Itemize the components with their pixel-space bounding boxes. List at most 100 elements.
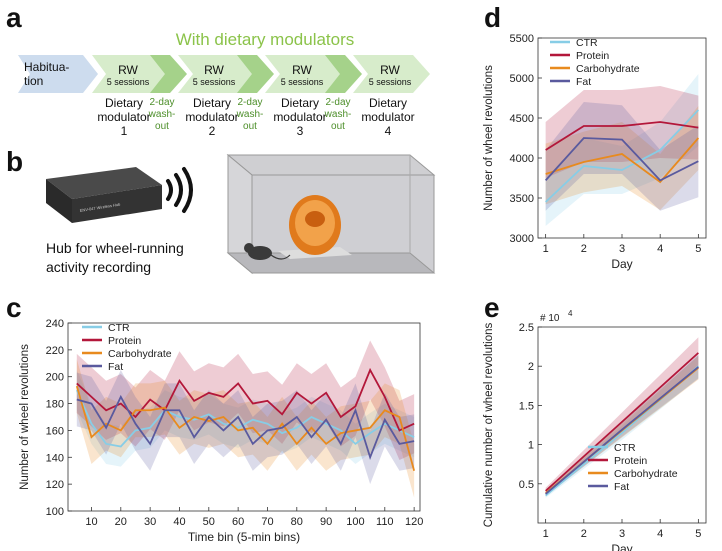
modulator-line: Dietary <box>104 96 143 110</box>
modulator-line: Dietary <box>280 96 319 110</box>
panel-letter-b: b <box>6 146 24 177</box>
plot-area <box>537 326 707 524</box>
washout-label-3: 2-day wash- out <box>320 97 356 133</box>
y-tick-label: 2.5 <box>519 322 534 334</box>
habituation-arrow <box>18 55 98 93</box>
y-tick-label: 100 <box>46 506 64 518</box>
x-tick-label: 1 <box>543 243 549 255</box>
legend-label-carbohydrate: Carbohydrate <box>576 63 640 75</box>
x-tick-label: 40 <box>173 516 185 528</box>
rw-title: RW <box>380 63 400 77</box>
rw-label-3: RW 5 sessions <box>272 63 332 88</box>
hub-caption-line2: activity recording <box>46 259 152 275</box>
series-line-fat <box>544 137 699 182</box>
washout-line: out <box>243 121 257 132</box>
x-tick-label: 60 <box>232 516 244 528</box>
legend-label-carbohydrate: Carbohydrate <box>108 348 172 360</box>
running-wheel <box>278 195 352 259</box>
chart-c: 10 20 30 40 50 60 70 80 90 100 110 120 100 120 140 160 1… <box>19 318 423 544</box>
rw-arrow-4 <box>353 55 430 93</box>
series-line-protein <box>545 352 699 492</box>
y-tick-label: 3500 <box>510 193 534 205</box>
x-axis-label: Day <box>611 257 632 271</box>
modulator-line: Dietary <box>192 96 231 110</box>
y-tick-label: 180 <box>46 399 64 411</box>
error-band-protein <box>545 337 699 494</box>
y-axis-label: Number of wheel revolutions <box>483 65 495 211</box>
habituation-label: Habitua- tion <box>24 60 88 88</box>
x-tick-label: 30 <box>144 516 156 528</box>
washout-line: out <box>155 121 169 132</box>
series-line-ctr <box>75 389 415 448</box>
wireless-signal-icon <box>166 167 193 213</box>
x-tick-label: 70 <box>261 516 273 528</box>
rw-arrow-1 <box>92 55 172 93</box>
error-band-protein <box>76 340 415 460</box>
x-tick-label: 5 <box>695 243 701 255</box>
y-tick-label: 5000 <box>510 73 534 85</box>
y-tick-label: 120 <box>46 479 64 491</box>
y-tick-label: 220 <box>46 345 64 357</box>
panel-letter-d: d <box>484 2 502 33</box>
series-line-ctr <box>545 109 700 203</box>
x-tick-label: 2 <box>581 528 587 540</box>
x-tick-label: 90 <box>320 516 332 528</box>
hub-caption: Hub for wheel-running activity recording <box>46 239 184 277</box>
mouse-icon <box>244 243 291 260</box>
y-tick-label: 1 <box>528 440 534 452</box>
rw-sessions: 5 sessions <box>280 77 324 87</box>
chart-e: 1 2 3 4 5 0.5 1 1.5 2 2.5 Day Cumulative number of … <box>483 309 707 551</box>
washout-label-1: 2-day wash- out <box>144 97 180 133</box>
x-tick-label: 110 <box>376 516 394 528</box>
y-tick-label: 140 <box>46 452 64 464</box>
x-tick-label: 120 <box>405 516 423 528</box>
modulator-line: modulator <box>361 110 415 124</box>
series-line-fat <box>545 366 699 495</box>
modulator-label-4: Dietary modulator 4 <box>356 96 420 138</box>
modulator-number: 4 <box>384 124 392 138</box>
y-tick-label: 200 <box>46 372 64 384</box>
y-tick-label: 4000 <box>510 153 534 165</box>
habituation-line2: tion <box>24 74 44 88</box>
washout-line: out <box>331 121 345 132</box>
rw-sessions: 5 sessions <box>368 77 412 87</box>
rw-title: RW <box>204 63 224 77</box>
legend-label-protein: Protein <box>614 455 647 467</box>
legend-label-protein: Protein <box>108 335 141 347</box>
y-tick-label: 1.5 <box>519 400 534 412</box>
washout-line: wash- <box>148 109 176 120</box>
y-exponent-label: # 10 <box>540 313 560 324</box>
legend-label-ctr: CTR <box>576 37 598 49</box>
panel-letter-e: e <box>484 292 500 323</box>
rw-title: RW <box>292 63 312 77</box>
chart-d: 1 2 3 4 5 3000 3500 4000 4500 5000 5500 Day Number o… <box>483 33 707 271</box>
x-tick-label: 1 <box>543 528 549 540</box>
modulator-label-1: Dietary modulator 1 <box>92 96 156 138</box>
y-tick-label: 240 <box>46 318 64 330</box>
y-tick-label: 0.5 <box>519 479 534 491</box>
x-tick-label: 3 <box>619 243 625 255</box>
rw-arrow-2 <box>178 55 259 93</box>
washout-line: 2-day <box>149 97 175 108</box>
y-tick-label: 2 <box>528 361 534 373</box>
y-exponent-power: 4 <box>568 309 573 318</box>
legend-label-carbohydrate: Carbohydrate <box>614 468 678 480</box>
legend-label-fat: Fat <box>614 481 629 493</box>
error-band-fat <box>545 102 699 211</box>
x-tick-label: 100 <box>346 516 364 528</box>
hub-device: ENV-047 Wireless Hub <box>46 167 162 223</box>
x-tick-label: 4 <box>657 243 663 255</box>
panel-letter-c: c <box>6 292 22 323</box>
modulator-number: 2 <box>208 124 216 138</box>
rw-label-4: RW 5 sessions <box>360 63 420 88</box>
y-tick-label: 4500 <box>510 113 534 125</box>
setup-panel: ENV-047 Wireless Hub <box>0 145 470 290</box>
rw-label-1: RW 5 sessions <box>98 63 158 88</box>
series-line-carbohydrate <box>545 137 700 184</box>
x-tick-label: 10 <box>85 516 97 528</box>
x-tick-label: 20 <box>115 516 127 528</box>
rw-title: RW <box>118 63 138 77</box>
rw-arrow-3 <box>265 55 347 93</box>
legend-label-ctr: CTR <box>614 442 636 454</box>
series-line-protein <box>545 121 699 151</box>
